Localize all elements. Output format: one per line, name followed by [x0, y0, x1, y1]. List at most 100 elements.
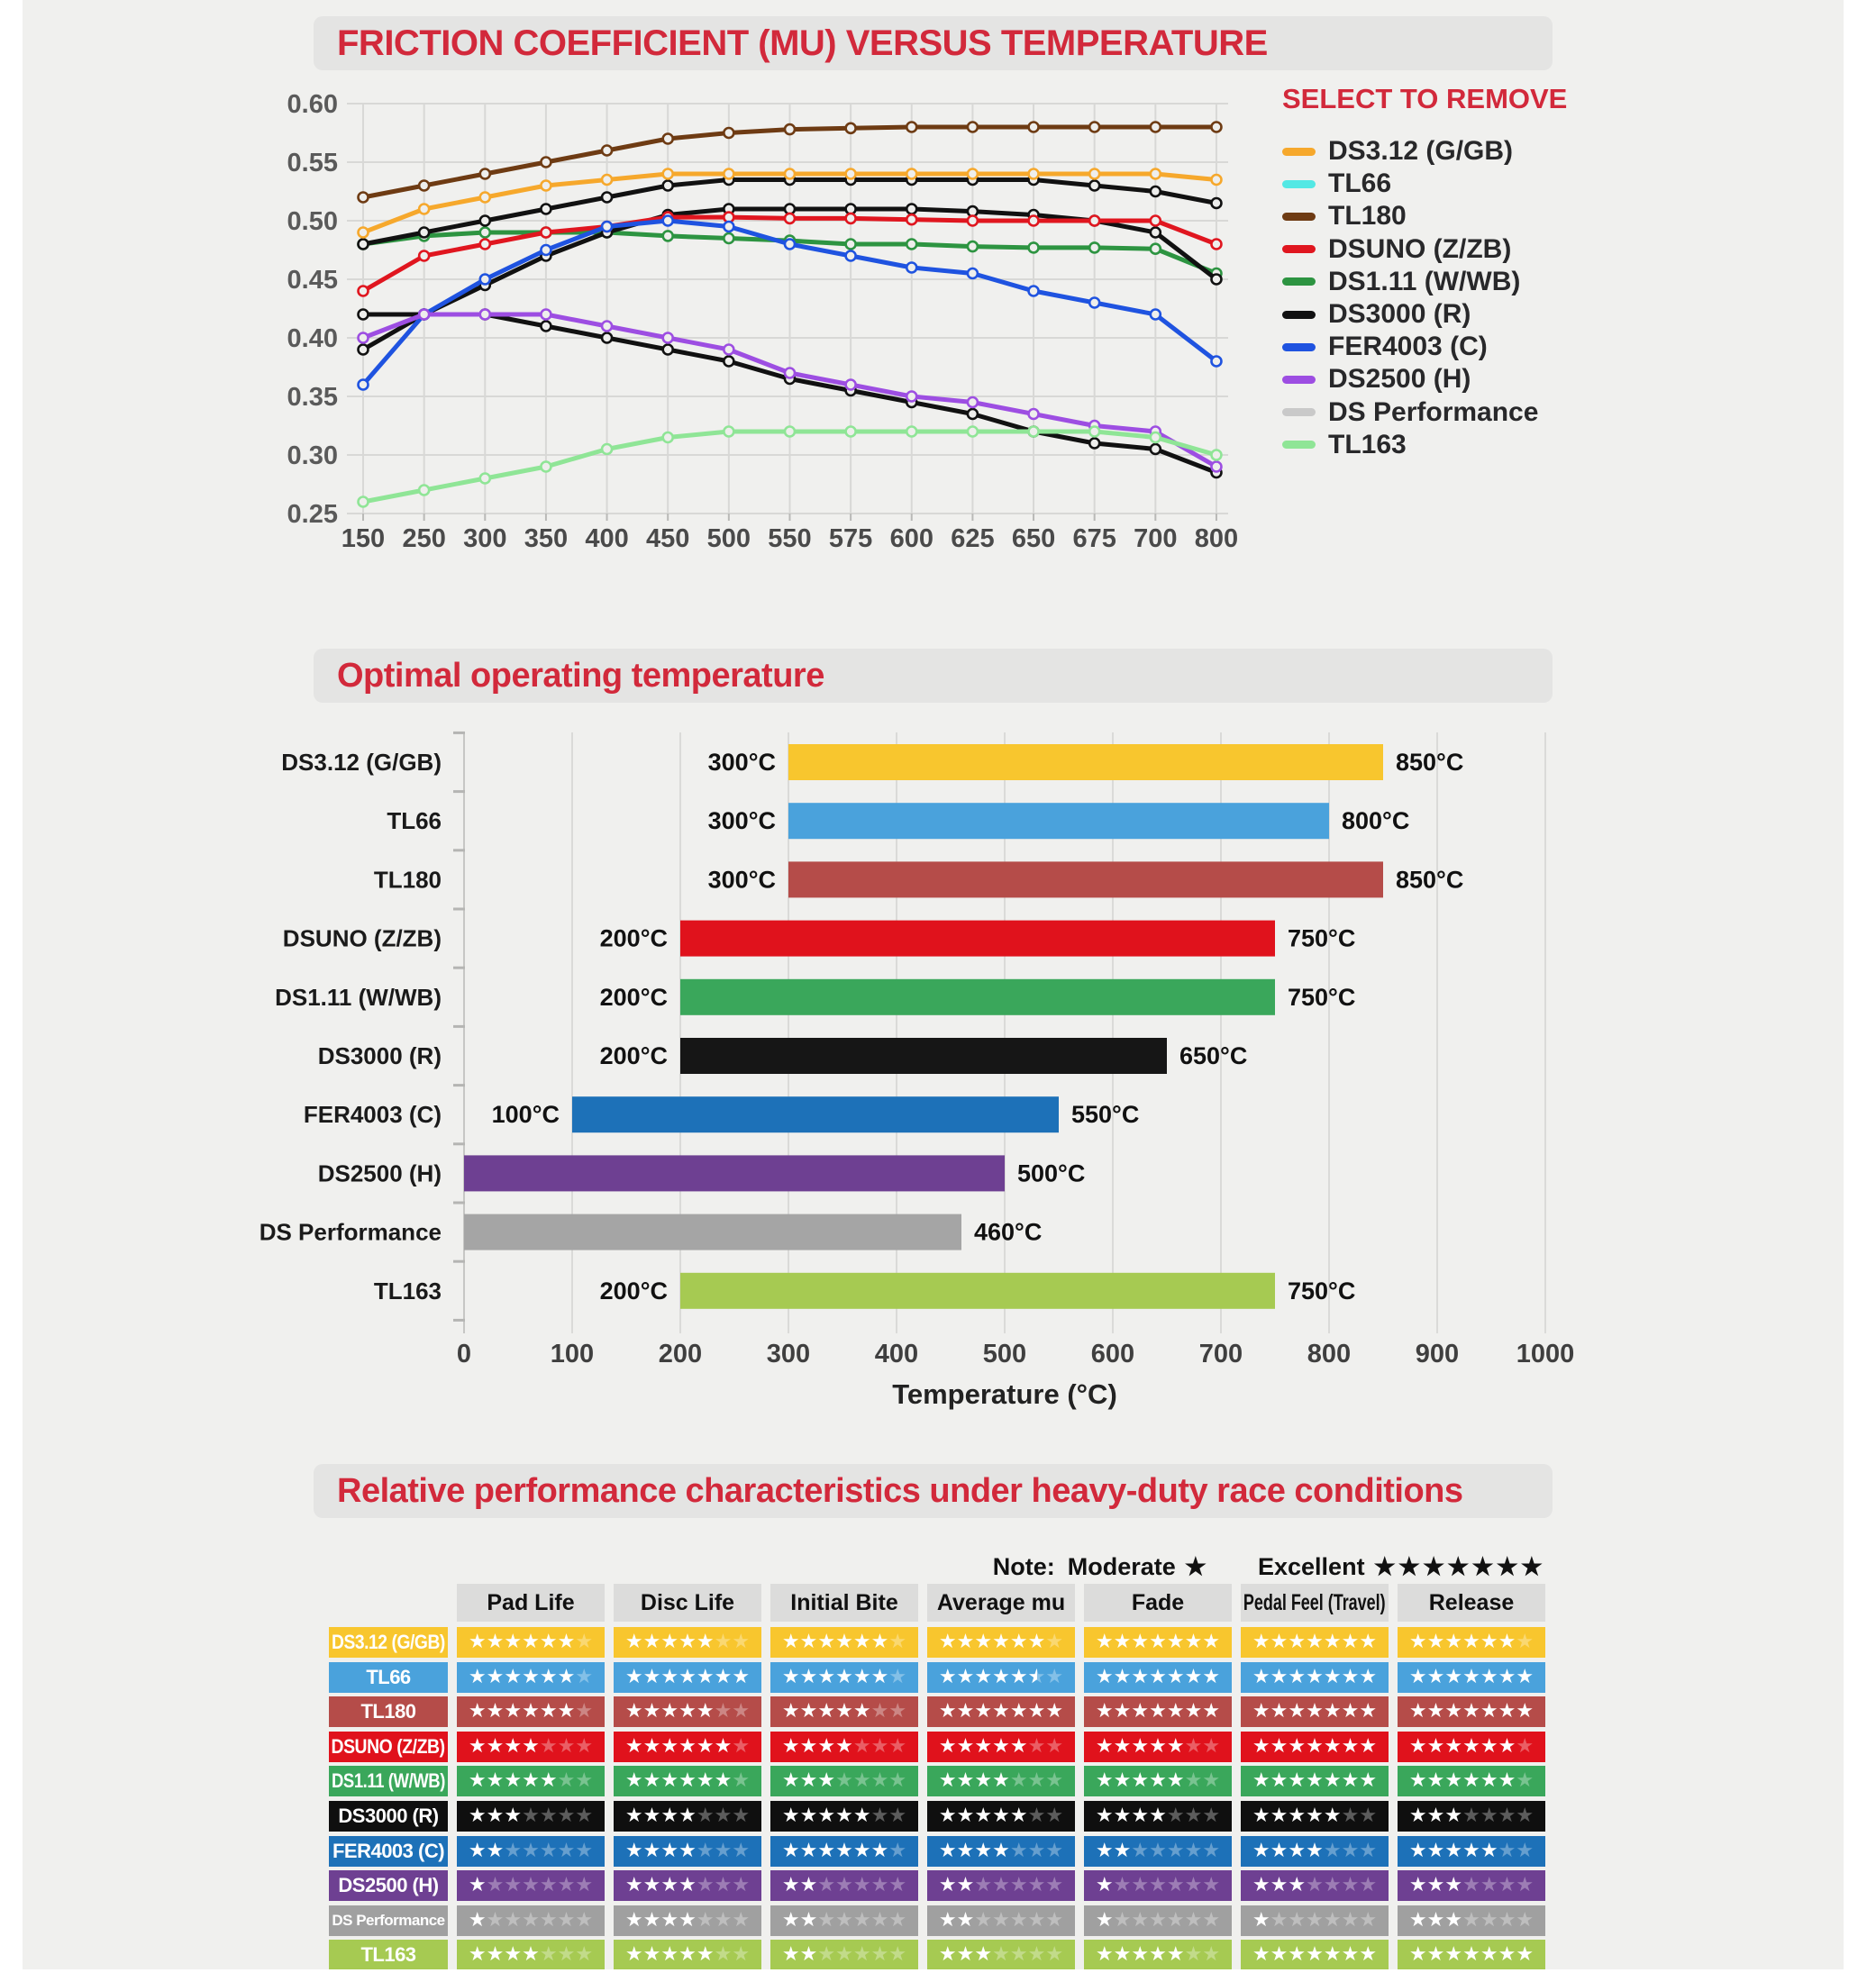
star-dim: ★	[1498, 1839, 1516, 1862]
legend-item-ds1-11-w-wb-[interactable]: DS1.11 (W/WB)	[1282, 266, 1580, 298]
star-full: ★	[468, 1839, 487, 1862]
star-full: ★	[1252, 1805, 1270, 1827]
rating-cell: ★★★★★★★	[1398, 1835, 1545, 1867]
star-dim: ★	[557, 1805, 576, 1827]
y-tick-label: 0.40	[287, 324, 338, 353]
star-dim: ★	[732, 1769, 751, 1793]
y-tick-label: 0.60	[287, 90, 338, 119]
star-full: ★	[732, 1665, 751, 1688]
data-point-marker	[905, 425, 918, 438]
star-full: ★	[1444, 1805, 1463, 1827]
legend-item-ds3-12-g-gb-[interactable]: DS3.12 (G/GB)	[1282, 135, 1580, 168]
row-label: FER4003 (C)	[329, 1835, 448, 1867]
star-dim: ★	[696, 1839, 715, 1862]
legend-swatch	[1282, 147, 1316, 156]
star-full: ★	[1113, 1769, 1132, 1793]
star-full: ★	[624, 1874, 643, 1897]
bar-row-fer4003-c-: FER4003 (C) 100°C 550°C	[304, 1096, 1139, 1133]
star-full: ★	[1288, 1700, 1307, 1723]
bar-x-tick-label: 300	[767, 1340, 810, 1368]
legend-item-fer4003-c-[interactable]: FER4003 (C)	[1282, 331, 1580, 363]
star-dim: ★	[817, 1943, 836, 1967]
star-full: ★	[974, 1734, 993, 1758]
data-point-marker	[417, 179, 431, 192]
star-full: ★	[1113, 1734, 1132, 1758]
data-point-marker	[478, 191, 492, 204]
table-row-ds-performance: DS Performance ★★★★★★★ ★★★★★★★ ★★★★★★★ ★★★★★…	[329, 1905, 1545, 1936]
rating-cell: ★★★★★★★	[927, 1731, 1075, 1762]
temp-range-bar	[788, 861, 1383, 898]
star-rating: ★★★★★★★	[1252, 1771, 1377, 1791]
star-full: ★	[624, 1943, 643, 1967]
star-full: ★	[938, 1734, 957, 1758]
legend-item-ds2500-h-[interactable]: DS2500 (H)	[1282, 363, 1580, 395]
data-point-marker	[1149, 308, 1162, 321]
star-full: ★	[486, 1943, 505, 1967]
star-full: ★	[486, 1631, 505, 1653]
star-dim: ★	[992, 1943, 1010, 1967]
star-dim: ★	[539, 1943, 558, 1967]
star-rating: ★★★★★★★	[1096, 1734, 1220, 1758]
star-full: ★	[1009, 1805, 1028, 1827]
rating-cell: ★★★★★★★	[1398, 1940, 1545, 1969]
bar-end-label: 460°C	[974, 1219, 1042, 1246]
star-dim: ★	[888, 1700, 907, 1723]
star-dim: ★	[732, 1805, 751, 1827]
rating-cell: ★★★★★★★	[1241, 1940, 1389, 1969]
legend-item-ds3000-r-[interactable]: DS3000 (R)	[1282, 298, 1580, 331]
rating-cell: ★★★★★★★	[1398, 1905, 1545, 1936]
star-dim: ★	[522, 1805, 540, 1827]
rating-cell: ★★★★★★★	[457, 1870, 605, 1902]
star-full: ★	[1323, 1700, 1342, 1723]
star-full: ★	[1288, 1943, 1307, 1967]
data-point-marker	[783, 212, 797, 225]
data-point-marker	[600, 191, 614, 204]
star-full: ★	[974, 1700, 993, 1723]
rating-cell: ★★★★★★★	[770, 1940, 918, 1969]
temp-range-bar	[680, 1038, 1167, 1074]
star-dim: ★	[1323, 1908, 1342, 1932]
data-point-marker	[1210, 273, 1223, 286]
data-point-marker	[661, 132, 675, 145]
star-full: ★	[817, 1769, 836, 1793]
star-rating: ★★★★★★★	[939, 1910, 1063, 1931]
legend-item-tl163[interactable]: TL163	[1282, 429, 1580, 461]
star-full: ★	[1341, 1665, 1360, 1688]
star-dim: ★	[835, 1874, 853, 1897]
rating-cell: ★★★★★★★	[1398, 1627, 1545, 1658]
star-dim: ★	[1009, 1874, 1028, 1897]
star-dim: ★	[732, 1734, 751, 1758]
legend-item-ds-performance[interactable]: DS Performance	[1282, 396, 1580, 429]
legend-item-dsuno-z-zb-[interactable]: DSUNO (Z/ZB)	[1282, 233, 1580, 266]
star-dim: ★	[888, 1734, 907, 1758]
star-rating: ★★★★★★★	[1252, 1665, 1377, 1688]
legend-item-tl66[interactable]: TL66	[1282, 168, 1580, 200]
star-full: ★	[1462, 1839, 1480, 1862]
star-full: ★	[522, 1665, 540, 1688]
star-full: ★	[1306, 1665, 1324, 1688]
star-full: ★	[956, 1700, 975, 1723]
legend-item-tl180[interactable]: TL180	[1282, 200, 1580, 232]
data-point-marker	[966, 425, 979, 438]
star-full: ★	[1408, 1734, 1427, 1758]
row-label-text: DS3000 (R)	[338, 1805, 439, 1827]
y-tick-label: 0.55	[287, 149, 338, 177]
y-tick-label: 0.35	[287, 383, 338, 412]
star-full: ★	[678, 1874, 697, 1897]
star-full: ★	[1444, 1839, 1463, 1862]
note-excellent-stars: ★★★★★★★	[1373, 1552, 1545, 1580]
star-dim: ★	[835, 1908, 853, 1932]
star-dim: ★	[1045, 1734, 1064, 1758]
bar-row-label: DS Performance	[260, 1219, 442, 1246]
star-dim: ★	[1202, 1874, 1221, 1897]
data-point-marker	[540, 179, 552, 192]
legend-label: DSUNO (Z/ZB)	[1328, 233, 1512, 264]
bar-start-label: 200°C	[600, 984, 668, 1011]
data-point-marker	[844, 168, 857, 180]
star-full: ★	[1149, 1805, 1167, 1827]
star-rating: ★★★★★★★	[1252, 1736, 1377, 1757]
star-dim: ★	[486, 1874, 505, 1897]
star-dim: ★	[732, 1874, 751, 1897]
star-rating: ★★★★★★★	[625, 1734, 751, 1758]
bar-x-tick-label: 0	[457, 1340, 471, 1368]
